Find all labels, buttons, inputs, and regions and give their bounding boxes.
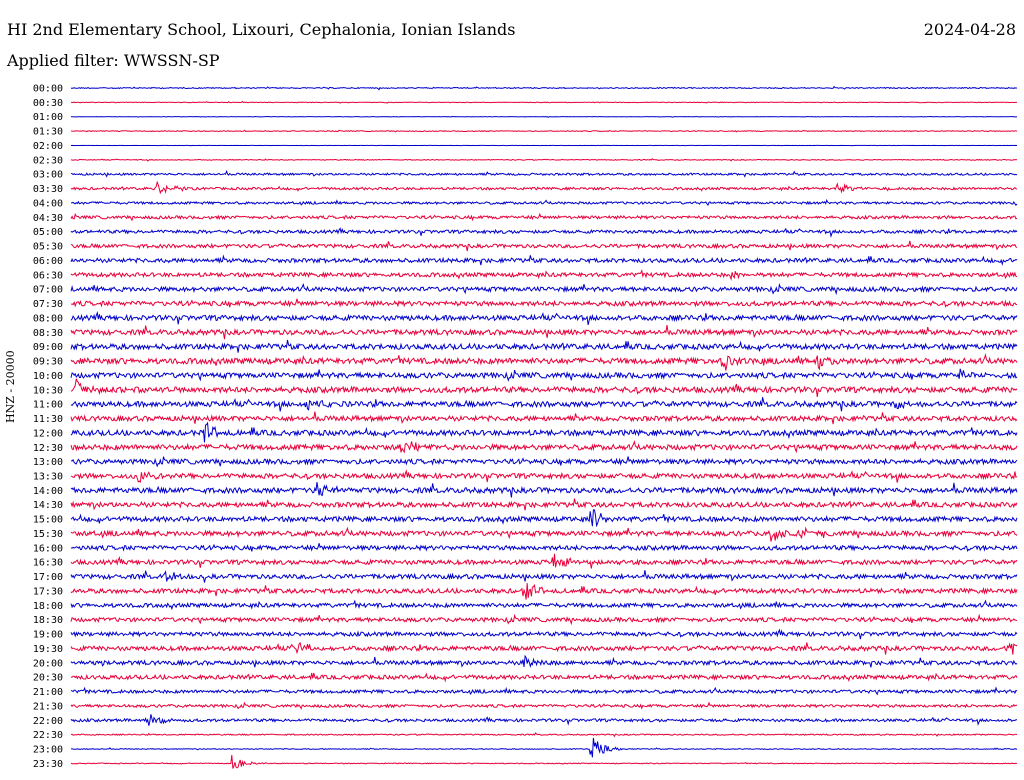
trace-1430 xyxy=(70,498,1018,511)
time-label-0600: 06:00 xyxy=(33,256,63,267)
time-label-1900: 19:00 xyxy=(33,630,63,641)
time-label-2300: 23:00 xyxy=(33,745,63,756)
time-label-1300: 13:00 xyxy=(33,457,63,468)
time-label-1200: 12:00 xyxy=(33,428,63,439)
time-label-0930: 09:30 xyxy=(33,357,63,368)
time-label-1530: 15:30 xyxy=(33,529,63,540)
trace-0600 xyxy=(70,254,1018,266)
time-label-2130: 21:30 xyxy=(33,701,63,712)
trace-1830 xyxy=(70,613,1018,626)
trace-2130 xyxy=(70,701,1018,710)
trace-0400 xyxy=(71,198,1018,207)
trace-1000 xyxy=(70,368,1018,382)
trace-2030 xyxy=(70,672,1018,683)
time-label-0300: 03:00 xyxy=(33,170,63,181)
trace-0700 xyxy=(70,282,1018,296)
time-label-0000: 00:00 xyxy=(33,84,63,95)
trace-0730 xyxy=(70,298,1018,308)
time-label-1000: 10:00 xyxy=(33,371,63,382)
time-label-2200: 22:00 xyxy=(33,716,63,727)
time-label-0330: 03:30 xyxy=(33,184,63,195)
trace-2300 xyxy=(71,737,1018,758)
time-label-1700: 17:00 xyxy=(33,572,63,583)
time-label-0500: 05:00 xyxy=(33,227,63,238)
time-label-0830: 08:30 xyxy=(33,328,63,339)
time-label-1830: 18:30 xyxy=(33,615,63,626)
time-label-2230: 22:30 xyxy=(33,730,63,741)
trace-2100 xyxy=(70,686,1018,696)
time-label-1500: 15:00 xyxy=(33,515,63,526)
trace-1630 xyxy=(70,553,1018,569)
trace-2330 xyxy=(70,754,1018,769)
trace-1530 xyxy=(70,526,1018,542)
time-label-0230: 02:30 xyxy=(33,155,63,166)
trace-0930 xyxy=(70,353,1018,371)
time-label-1400: 14:00 xyxy=(33,486,63,497)
trace-0900 xyxy=(70,339,1018,353)
trace-1200 xyxy=(70,421,1018,443)
time-label-0630: 06:30 xyxy=(33,270,63,281)
applied-filter: Applied filter: WWSSN-SP xyxy=(7,51,220,70)
time-label-1130: 11:30 xyxy=(33,414,63,425)
time-label-0400: 04:00 xyxy=(33,198,63,209)
trace-1900 xyxy=(70,628,1018,640)
trace-2200 xyxy=(70,714,1017,726)
station-title: HI 2nd Elementary School, Lixouri, Cepha… xyxy=(7,20,516,39)
time-label-1100: 11:00 xyxy=(33,400,63,411)
trace-0300 xyxy=(70,169,1018,178)
record-date: 2024-04-28 xyxy=(923,20,1016,39)
time-label-1030: 10:30 xyxy=(33,385,63,396)
trace-0000 xyxy=(70,85,1018,91)
time-label-0700: 07:00 xyxy=(33,285,63,296)
trace-1230 xyxy=(70,439,1018,454)
trace-0230 xyxy=(70,158,1018,162)
trace-0800 xyxy=(70,310,1018,326)
time-label-0730: 07:30 xyxy=(33,299,63,310)
time-label-0430: 04:30 xyxy=(33,213,63,224)
trace-1030 xyxy=(70,378,1018,397)
trace-0130 xyxy=(70,129,1018,133)
time-label-0030: 00:30 xyxy=(33,98,63,109)
time-label-0530: 05:30 xyxy=(33,242,63,253)
time-label-1630: 16:30 xyxy=(33,558,63,569)
time-label-0130: 01:30 xyxy=(33,127,63,138)
trace-0030 xyxy=(71,100,1018,104)
trace-0330 xyxy=(70,180,1018,195)
time-label-1330: 13:30 xyxy=(33,471,63,482)
trace-0530 xyxy=(70,240,1018,252)
trace-0630 xyxy=(70,269,1018,281)
trace-2230 xyxy=(70,732,1018,738)
trace-1300 xyxy=(70,456,1018,468)
time-label-2000: 20:00 xyxy=(33,658,63,669)
trace-0830 xyxy=(70,325,1018,340)
trace-1800 xyxy=(70,599,1018,611)
time-label-2030: 20:30 xyxy=(33,673,63,684)
trace-1930 xyxy=(70,641,1018,655)
trace-1700 xyxy=(70,570,1018,583)
trace-2000 xyxy=(70,654,1018,669)
time-label-0900: 09:00 xyxy=(33,342,63,353)
trace-0500 xyxy=(70,227,1018,238)
time-label-1430: 14:30 xyxy=(33,500,63,511)
trace-1400 xyxy=(70,482,1018,498)
trace-1600 xyxy=(70,543,1018,552)
time-label-0100: 01:00 xyxy=(33,112,63,123)
time-label-1800: 18:00 xyxy=(33,601,63,612)
trace-1500 xyxy=(70,509,1018,528)
time-label-0800: 08:00 xyxy=(33,313,63,324)
time-label-1730: 17:30 xyxy=(33,586,63,597)
time-label-1230: 12:30 xyxy=(33,443,63,454)
trace-0430 xyxy=(70,212,1018,222)
trace-1100 xyxy=(70,397,1018,412)
time-label-1600: 16:00 xyxy=(33,543,63,554)
trace-0100 xyxy=(71,115,1018,118)
trace-1730 xyxy=(70,583,1018,600)
time-label-0200: 02:00 xyxy=(33,141,63,152)
time-label-2100: 21:00 xyxy=(33,687,63,698)
trace-1330 xyxy=(70,469,1018,483)
time-label-1930: 19:30 xyxy=(33,644,63,655)
time-label-2330: 23:30 xyxy=(33,759,63,770)
trace-1130 xyxy=(70,411,1018,425)
